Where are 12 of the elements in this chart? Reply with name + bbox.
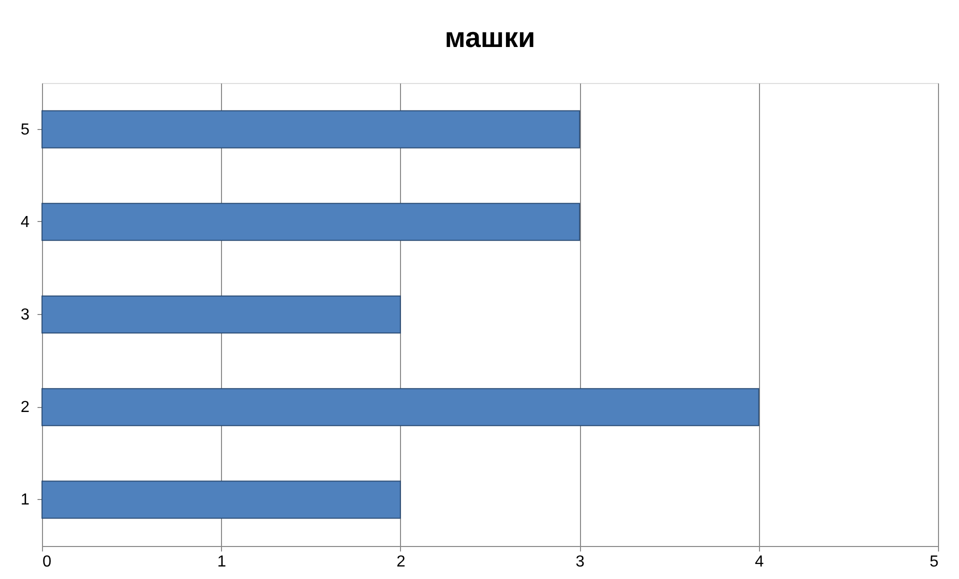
x-tick-label: 0 xyxy=(42,554,52,570)
x-tick-label: 2 xyxy=(396,554,406,570)
x-tick-label: 4 xyxy=(754,554,764,570)
y-tick-label: 2 xyxy=(20,399,30,416)
y-tick-label: 3 xyxy=(20,306,30,324)
x-tick-label: 1 xyxy=(217,554,226,570)
y-tick-label: 4 xyxy=(20,214,30,231)
y-tick-label: 1 xyxy=(20,492,30,509)
x-tick-label: 3 xyxy=(576,554,585,570)
x-tick-label: 5 xyxy=(930,554,939,570)
y-tick-label: 5 xyxy=(20,121,30,138)
chart-title: машки xyxy=(444,22,536,53)
